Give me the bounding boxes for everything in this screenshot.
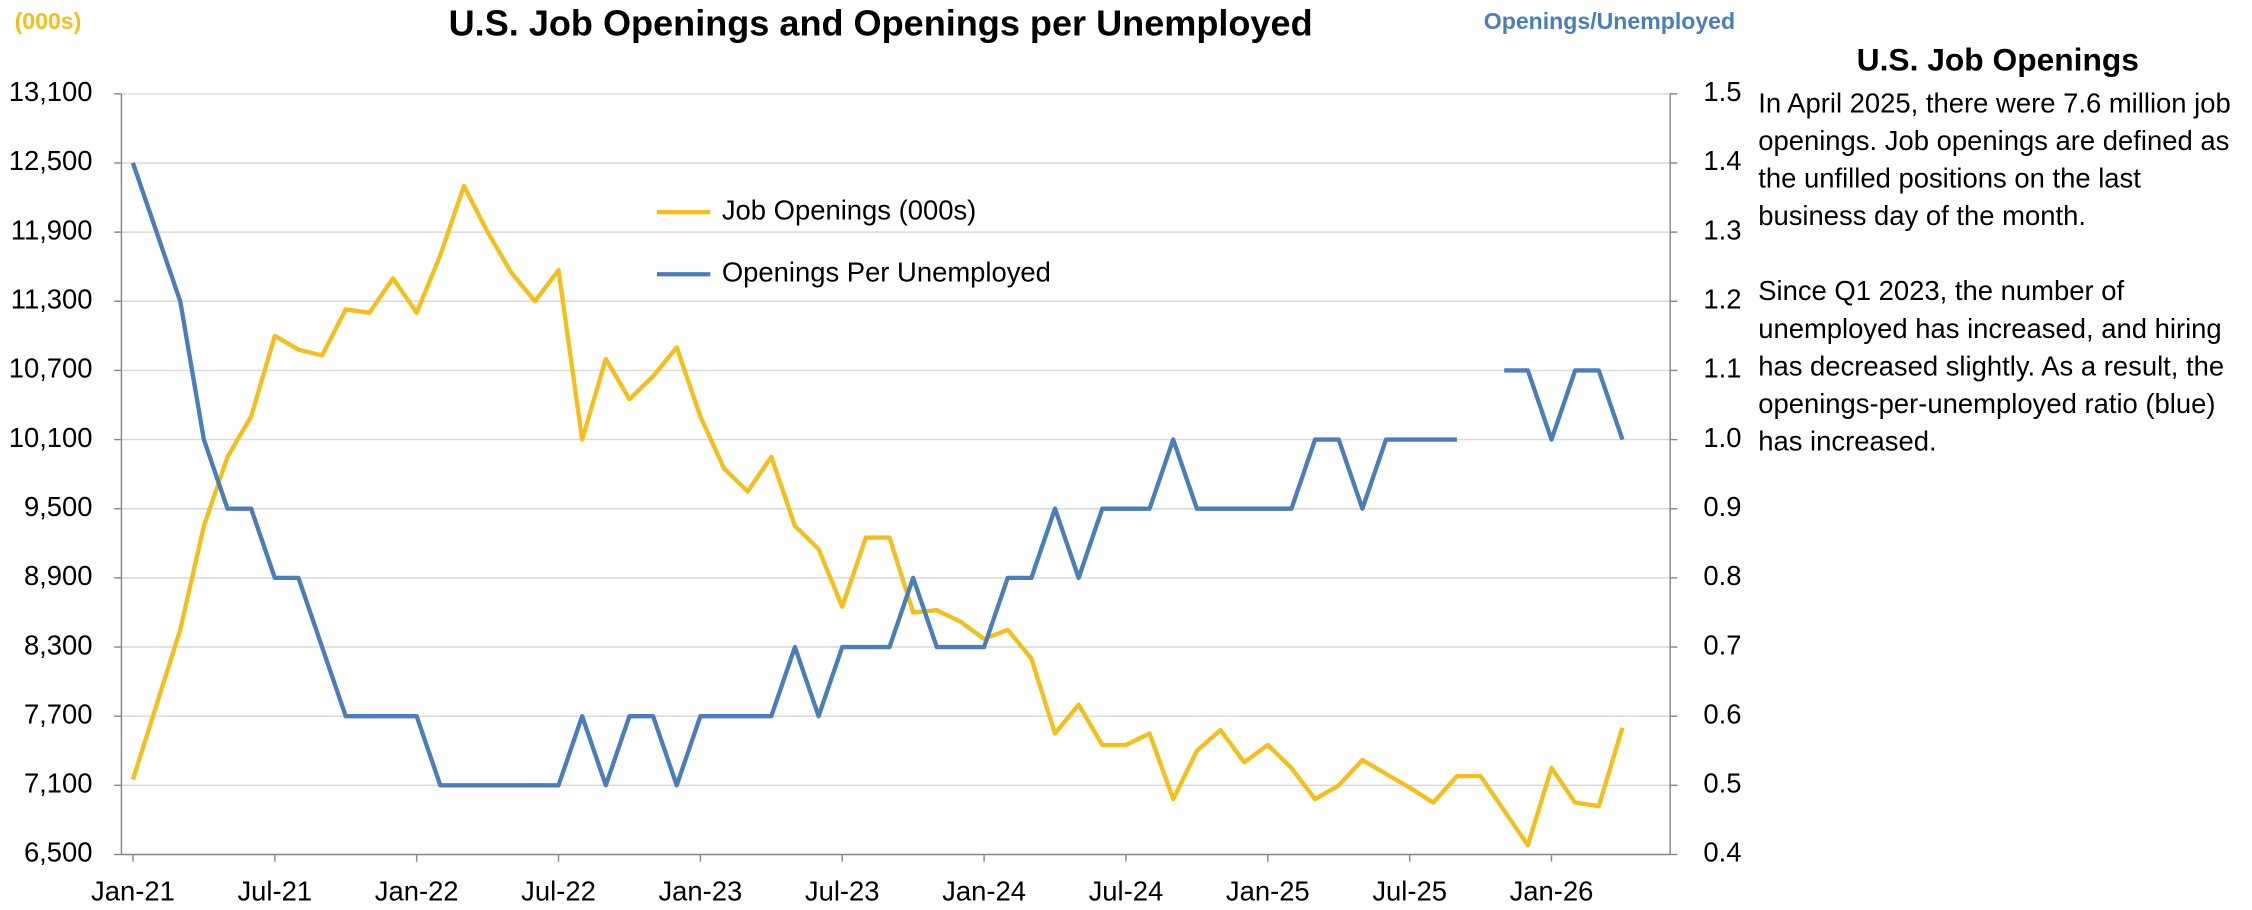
y2-tick-label: 1.3 bbox=[1703, 214, 1741, 245]
y-tick-label: 12,500 bbox=[9, 145, 93, 176]
y2-tick-label: 0.5 bbox=[1703, 768, 1741, 799]
y-tick-label: 11,300 bbox=[11, 284, 93, 315]
y2-tick-label: 0.6 bbox=[1703, 698, 1741, 729]
y2-axis-label: Openings/Unemployed bbox=[1484, 8, 1735, 34]
y2-tick-label: 1.1 bbox=[1703, 353, 1741, 384]
y-tick-label: 9,500 bbox=[24, 491, 93, 522]
y2-tick-label: 0.8 bbox=[1703, 560, 1741, 591]
x-tick-label: Jul-24 bbox=[1089, 876, 1164, 905]
x-tick-label: Jul-23 bbox=[805, 876, 880, 905]
y2-tick-label: 0.4 bbox=[1703, 837, 1741, 868]
y-tick-label: 13,100 bbox=[9, 76, 93, 107]
y-tick-label: 7,700 bbox=[24, 698, 93, 729]
x-tick-label: Jan-26 bbox=[1510, 876, 1594, 905]
y-tick-label: 10,700 bbox=[9, 353, 93, 384]
paragraph: In April 2025, there were 7.6 million jo… bbox=[1758, 89, 2231, 233]
y2-tick-label: 1.2 bbox=[1703, 284, 1741, 315]
data-line bbox=[130, 183, 1625, 848]
y-tick-label: 8,300 bbox=[24, 629, 93, 660]
y-tick-label: 10,100 bbox=[9, 422, 93, 453]
x-tick-label: Jul-22 bbox=[521, 876, 596, 905]
x-tick-label: Jan-22 bbox=[375, 876, 459, 905]
data-line bbox=[130, 162, 1625, 788]
x-tick-label: Jul-21 bbox=[237, 876, 312, 905]
paragraph: Since Q1 2023, the number of unemployed … bbox=[1758, 277, 2225, 458]
y-tick-label: 8,900 bbox=[24, 560, 93, 591]
y2-tick-label: 1.0 bbox=[1703, 422, 1741, 453]
y2-tick-label: 1.4 bbox=[1703, 145, 1741, 176]
y-tick-label: 11,900 bbox=[11, 214, 93, 245]
x-tick-label: Jan-25 bbox=[1226, 876, 1310, 905]
y2-tick-label: 0.7 bbox=[1703, 629, 1741, 660]
side-text: In April 2025, there were 7.6 million jo… bbox=[1758, 87, 2249, 462]
y2-tick-label: 1.5 bbox=[1703, 76, 1741, 107]
chart-title: U.S. Job Openings and Openings per Unemp… bbox=[449, 3, 1313, 44]
x-tick-label: Jan-24 bbox=[942, 876, 1026, 905]
y2-tick-label: 0.9 bbox=[1703, 491, 1741, 522]
side-text-body: In April 2025, there were 7.6 million jo… bbox=[1758, 87, 2249, 462]
x-tick-label: Jan-23 bbox=[658, 876, 742, 905]
y-tick-label: 7,100 bbox=[24, 768, 93, 799]
side-title: U.S. Job Openings bbox=[1857, 41, 2139, 77]
x-tick-label: Jan-21 bbox=[91, 876, 175, 905]
legend-label: Openings Per Unemployed bbox=[722, 256, 1051, 287]
legend-label: Job Openings (000s) bbox=[722, 194, 976, 225]
y-axis-label: (000s) bbox=[15, 8, 82, 34]
x-tick-label: Jul-25 bbox=[1372, 876, 1447, 905]
y-tick-label: 6,500 bbox=[24, 837, 93, 868]
